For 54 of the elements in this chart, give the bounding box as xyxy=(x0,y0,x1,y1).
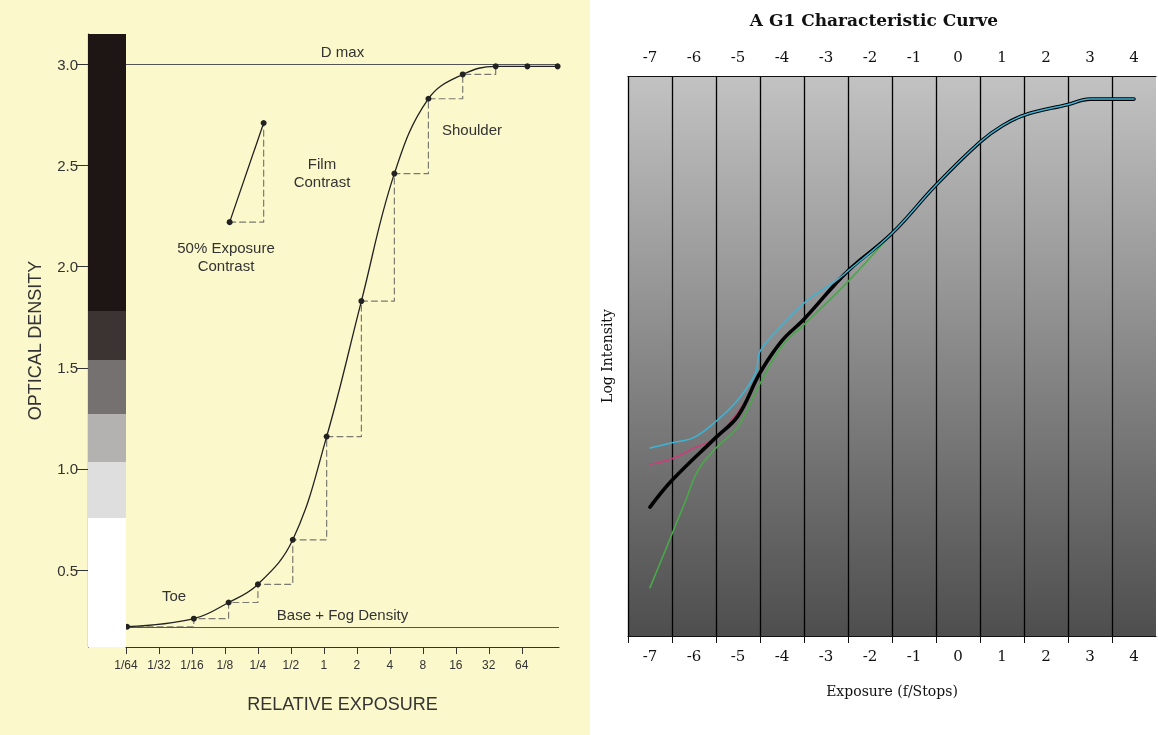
x-tick-label: 1/8 xyxy=(216,658,234,672)
x-tick-label: 2 xyxy=(1041,646,1051,665)
x2-tick-label: 4 xyxy=(1129,47,1139,66)
x-axis-title: RELATIVE EXPOSURE xyxy=(247,694,438,714)
x2-tick-label: 0 xyxy=(953,47,963,66)
annotation: 50% Exposure Contrast xyxy=(176,239,276,275)
x-tick-label: 32 xyxy=(482,658,496,672)
x-tick-label: 3 xyxy=(1085,646,1095,665)
x-tick-label: -1 xyxy=(906,646,922,665)
x-tick-label: 1/4 xyxy=(249,658,267,672)
x-tick-label: 1/2 xyxy=(282,658,300,672)
x-tick-label: 0 xyxy=(953,646,963,665)
x-tick-label: -6 xyxy=(686,646,702,665)
x2-tick-label: -7 xyxy=(642,47,658,66)
y-axis-title: OPTICAL DENSITY xyxy=(25,260,45,421)
annotation: Toe xyxy=(160,587,188,605)
y-tick-label: 1.0 xyxy=(57,460,78,478)
x-tick-label: 64 xyxy=(515,658,529,672)
x-tick-label: -5 xyxy=(730,646,746,665)
x-tick-label: -4 xyxy=(774,646,790,665)
y-tick-label: 0.5 xyxy=(57,561,78,579)
x-tick-label: 1/64 xyxy=(114,658,138,672)
x2-tick-label: -2 xyxy=(862,47,878,66)
x-tick-label: 16 xyxy=(449,658,463,672)
x-tick-label: 2 xyxy=(353,658,361,672)
x2-tick-label: -5 xyxy=(730,47,746,66)
x-tick-label: -3 xyxy=(818,646,834,665)
y-tick-label: 2.5 xyxy=(57,157,78,174)
x-axis-title: Exposure (f/Stops) xyxy=(826,683,958,699)
x-tick-label: -2 xyxy=(862,646,878,665)
x-tick-label: 4 xyxy=(1129,646,1139,665)
x-tick-label: 4 xyxy=(386,658,394,672)
x2-tick-label: -1 xyxy=(906,47,922,66)
x2-tick-label: 2 xyxy=(1041,47,1051,66)
x-tick-label: -7 xyxy=(642,646,658,665)
x-tick-label: 1/16 xyxy=(180,658,204,672)
x2-tick-label: -6 xyxy=(686,47,702,66)
ref-line-label: D max xyxy=(320,43,365,61)
x-tick-label: 8 xyxy=(419,658,427,672)
annotation: Film Contrast xyxy=(292,155,352,191)
x-tick-label: 1 xyxy=(997,646,1007,665)
annotation: Shoulder xyxy=(440,121,503,139)
x-tick-label: 1/32 xyxy=(147,658,171,672)
x-tick-label: 1 xyxy=(320,658,328,672)
y-axis-title: Log Intensity xyxy=(599,309,615,403)
x2-tick-label: -4 xyxy=(774,47,790,66)
y-tick-label: 2.0 xyxy=(57,258,78,276)
ref-line-label: Base + Fog Density xyxy=(276,605,409,623)
x2-tick-label: 3 xyxy=(1085,47,1095,66)
x2-tick-label: -3 xyxy=(818,47,834,66)
x2-tick-label: 1 xyxy=(997,47,1007,66)
chart-title: A G1 Characteristic Curve xyxy=(748,9,999,30)
y-tick-label: 1.5 xyxy=(57,359,78,377)
y-tick-label: 3.0 xyxy=(57,55,78,73)
